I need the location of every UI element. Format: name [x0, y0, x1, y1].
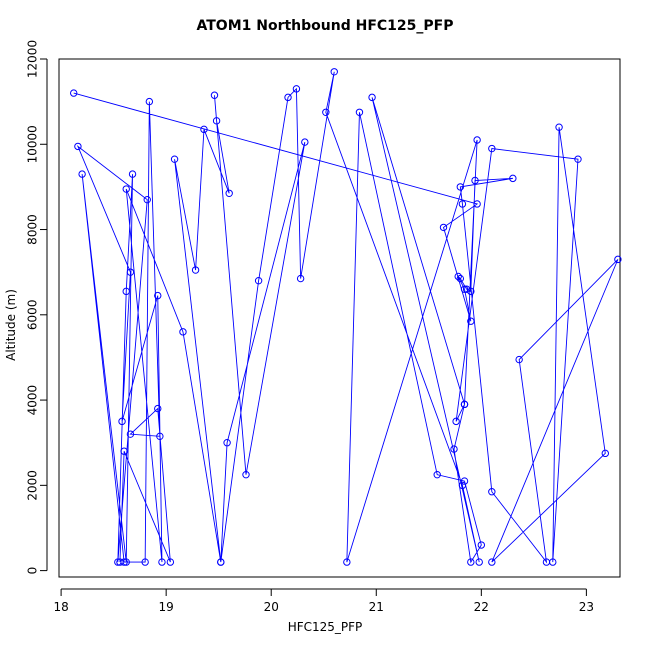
data-point [488, 558, 496, 566]
y-tick-label: 10000 [26, 125, 40, 163]
y-tick-label: 0 [26, 567, 40, 575]
data-point [301, 138, 309, 146]
data-point [154, 404, 162, 413]
data-point [601, 449, 609, 458]
series-layer [70, 68, 622, 566]
y-tick-label: 12000 [26, 40, 40, 78]
data-point [78, 170, 86, 178]
data-point [156, 432, 164, 441]
x-axis-label: HFC125_PFP [287, 620, 363, 634]
data-point [477, 541, 486, 549]
data-point [223, 439, 231, 447]
data-point [456, 274, 465, 283]
data-point [126, 430, 135, 438]
x-tick-label: 19 [159, 600, 174, 614]
data-point [460, 285, 469, 293]
data-point [473, 136, 481, 144]
data-point [460, 400, 469, 409]
data-point [70, 89, 78, 97]
data-point [458, 481, 467, 490]
data-point [555, 123, 563, 131]
data-point [574, 155, 582, 163]
data-point [254, 276, 263, 285]
axes: 18 19 20 21 22 23 0 2000 4000 6000 8000 10000 12000 [26, 40, 595, 614]
data-point [158, 558, 166, 566]
data-point [128, 170, 137, 178]
data-point [473, 200, 481, 208]
data-point [471, 176, 479, 185]
data-point [509, 174, 517, 183]
data-point [330, 68, 338, 76]
chart-title: ATOM1 Northbound HFC125_PFP [196, 18, 454, 34]
data-point [122, 185, 130, 193]
data-point [462, 285, 471, 293]
data-point [549, 558, 557, 566]
y-tick-label: 2000 [26, 470, 40, 501]
data-point [120, 558, 128, 566]
x-tick-label: 20 [264, 600, 279, 614]
data-point [488, 488, 496, 496]
x-tick-label: 22 [474, 600, 489, 614]
data-point [120, 447, 128, 455]
y-tick-label: 8000 [26, 214, 40, 245]
data-point [191, 266, 200, 274]
data-point [242, 470, 250, 479]
data-point [454, 272, 462, 281]
data-point [143, 195, 151, 204]
data-point [467, 287, 475, 296]
data-point [452, 417, 460, 426]
data-point [433, 470, 441, 479]
data-point [343, 558, 351, 566]
data-point [210, 91, 219, 99]
data-point [154, 291, 162, 300]
data-point [122, 287, 130, 296]
data-point [355, 108, 364, 116]
data-point [467, 317, 475, 325]
data-point [614, 255, 622, 264]
data-point [439, 223, 448, 232]
plot-frame [58, 58, 621, 578]
data-point [284, 93, 292, 102]
data-point [74, 142, 82, 151]
y-tick-label: 6000 [26, 300, 40, 331]
data-point [166, 558, 175, 566]
data-point [200, 125, 208, 134]
x-tick-label: 18 [53, 600, 68, 614]
data-point [368, 93, 376, 102]
data-point [450, 445, 458, 453]
data-point [118, 417, 126, 426]
data-point [456, 183, 465, 191]
data-point [179, 328, 187, 336]
data-point [488, 144, 496, 153]
data-point [225, 189, 233, 197]
data-point [515, 355, 523, 364]
data-point [170, 155, 179, 163]
data-point [296, 274, 305, 283]
data-point [292, 85, 301, 93]
series-line [73, 71, 619, 564]
data-point [322, 108, 330, 116]
data-point [141, 558, 149, 566]
x-tick-label: 21 [369, 600, 384, 614]
data-point [458, 200, 467, 208]
data-point [126, 268, 135, 276]
data-point [212, 117, 221, 125]
data-point [460, 477, 469, 485]
x-tick-label: 23 [579, 600, 594, 614]
data-point [116, 558, 124, 566]
data-point [467, 558, 475, 566]
data-point [145, 97, 154, 106]
data-point [475, 558, 483, 566]
data-point [217, 558, 225, 566]
y-tick-label: 4000 [26, 385, 40, 416]
